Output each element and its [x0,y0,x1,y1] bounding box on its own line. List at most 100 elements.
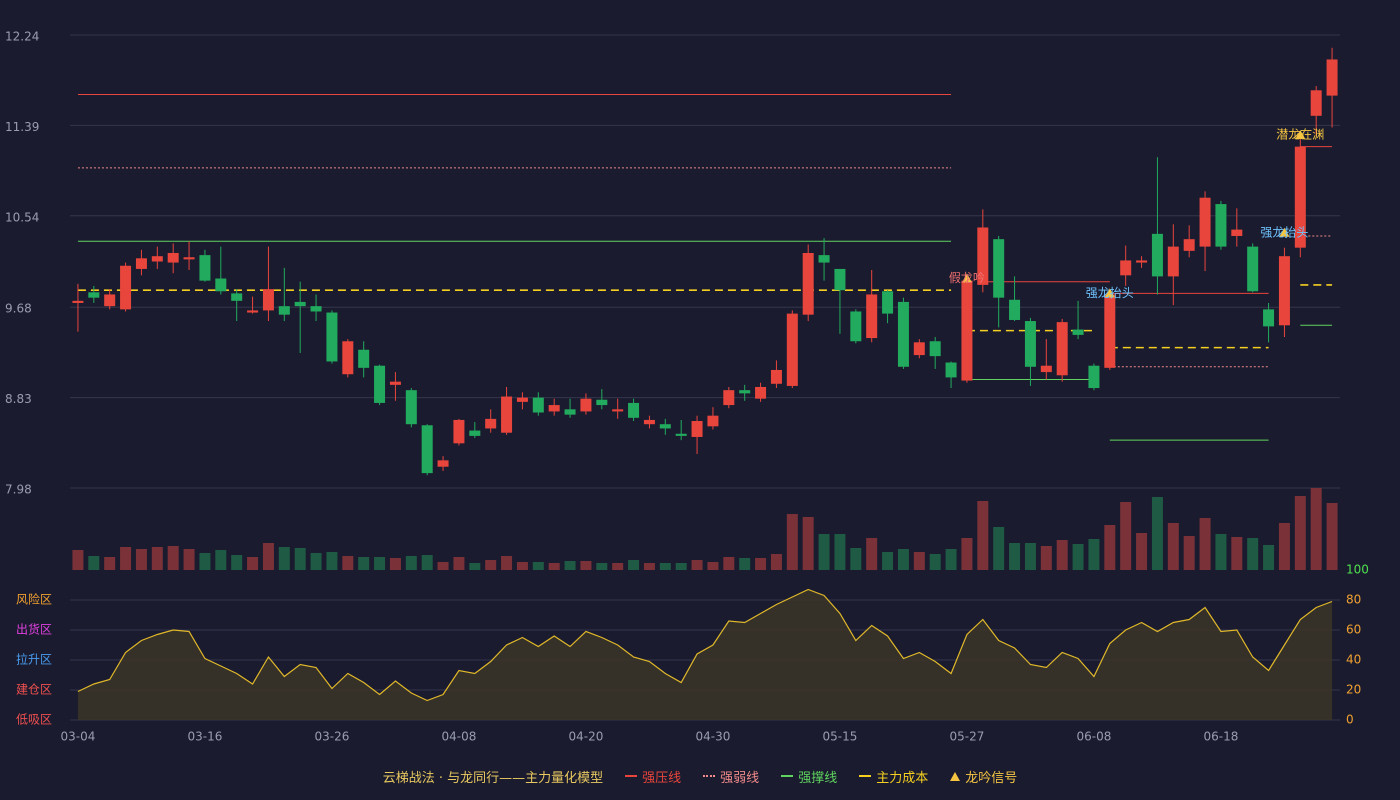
volume-bar [1040,546,1052,570]
candle-body [469,430,481,436]
volume-bar [723,557,735,570]
volume-bar [389,558,401,570]
volume-bar [739,558,751,570]
candle-body [993,239,1005,298]
candle-body [247,310,259,313]
volume-bar [199,553,211,570]
candle-body [691,421,703,437]
volume-bar [294,548,306,570]
legend-item: 主力成本 [859,767,928,786]
candle-body [1104,294,1116,368]
volume-bar [1120,502,1132,570]
candle-body [628,402,640,418]
candle-body [326,312,338,362]
candle-body [596,399,608,406]
candle-body [882,291,894,314]
volume-bar [167,546,179,570]
volume-bar [961,538,973,570]
y-tick-label: 7.98 [5,483,32,497]
candle-body [1151,233,1163,277]
candle-body [1199,197,1211,247]
chart-title: 云梯战法 · 与龙同行——主力量化模型 [382,770,604,786]
x-tick-label: 04-20 [569,730,604,744]
volume-bar [564,561,576,570]
volume-bar [1056,540,1068,570]
candle-body [913,342,925,356]
y-tick-label: 10.54 [5,210,39,224]
signal-marker [1295,129,1306,139]
zone-label: 低吸区 [16,713,52,727]
volume-bar [532,562,544,570]
volume-bar [88,556,100,570]
zone-label: 风险区 [16,592,52,607]
volume-bar [72,550,84,570]
volume-bar [675,563,687,570]
candle-body [1231,229,1243,236]
candle-body [564,409,576,415]
candle-body [929,341,941,357]
signal-marker [961,273,972,283]
zone-label: 出货区 [16,622,52,637]
volume-bar [215,550,227,570]
volume-bar [437,562,449,570]
volume-bar [342,556,354,570]
candle-body [405,390,417,425]
candle-body [1072,329,1084,335]
volume-bar [501,556,513,570]
y2-tick-label: 40 [1346,653,1361,667]
volume-bar [231,555,243,570]
candle-body [675,433,687,436]
legend-label: 强撑线 [798,770,838,786]
candle-body [643,419,655,425]
legend: 云梯战法 · 与龙同行——主力量化模型 强压线 强弱线 强撑线 主力成本 龙吟信号 [0,764,1400,788]
candle-body [802,252,814,315]
candle-body [453,419,465,444]
candle-body [818,255,830,263]
candle-body [1088,365,1100,389]
volume-bar [485,560,497,570]
volume-bar [1263,545,1275,570]
candle-body [1263,309,1275,327]
legend-label: 强弱线 [720,770,760,786]
candle-body [215,278,227,292]
candle-body [135,258,147,269]
volume-bar [612,563,624,570]
volume-bar [1167,523,1179,570]
candle-body [1183,239,1195,251]
candle-body [278,306,290,315]
legend-label: 主力成本 [876,770,929,786]
x-tick-label: 06-08 [1077,730,1112,744]
candle-body [612,409,624,412]
y-tick-label: 8.83 [5,392,32,406]
candle-body [199,255,211,281]
candle-body [834,268,846,291]
candle-body [945,362,957,378]
y-tick-label: 11.39 [5,120,39,134]
legend-swatch [781,775,794,777]
volume-bar [866,538,878,570]
zone-label: 拉升区 [16,652,52,667]
legend-swatch [703,775,716,777]
volume-bar [882,552,894,570]
candle-body [580,398,592,412]
volume-bar [1072,544,1084,570]
volume-bar [1088,539,1100,570]
volume-bar [786,514,798,570]
volume-bar [1151,497,1163,570]
legend-swatch [950,771,961,781]
volume-bar [834,534,846,570]
candle-body [897,301,909,367]
volume-bar [580,561,592,570]
volume-bar [262,543,274,570]
volume-bar [1294,496,1306,570]
legend-label: 龙吟信号 [965,770,1018,786]
candle-body [707,415,719,427]
y-tick-label: 12.24 [5,30,39,44]
volume-bar [1231,537,1243,570]
volume-bar [1215,534,1227,570]
volume-bar [278,547,290,570]
volume-bar [707,562,719,570]
candle-body [1009,299,1021,320]
candle-body [1167,246,1179,277]
